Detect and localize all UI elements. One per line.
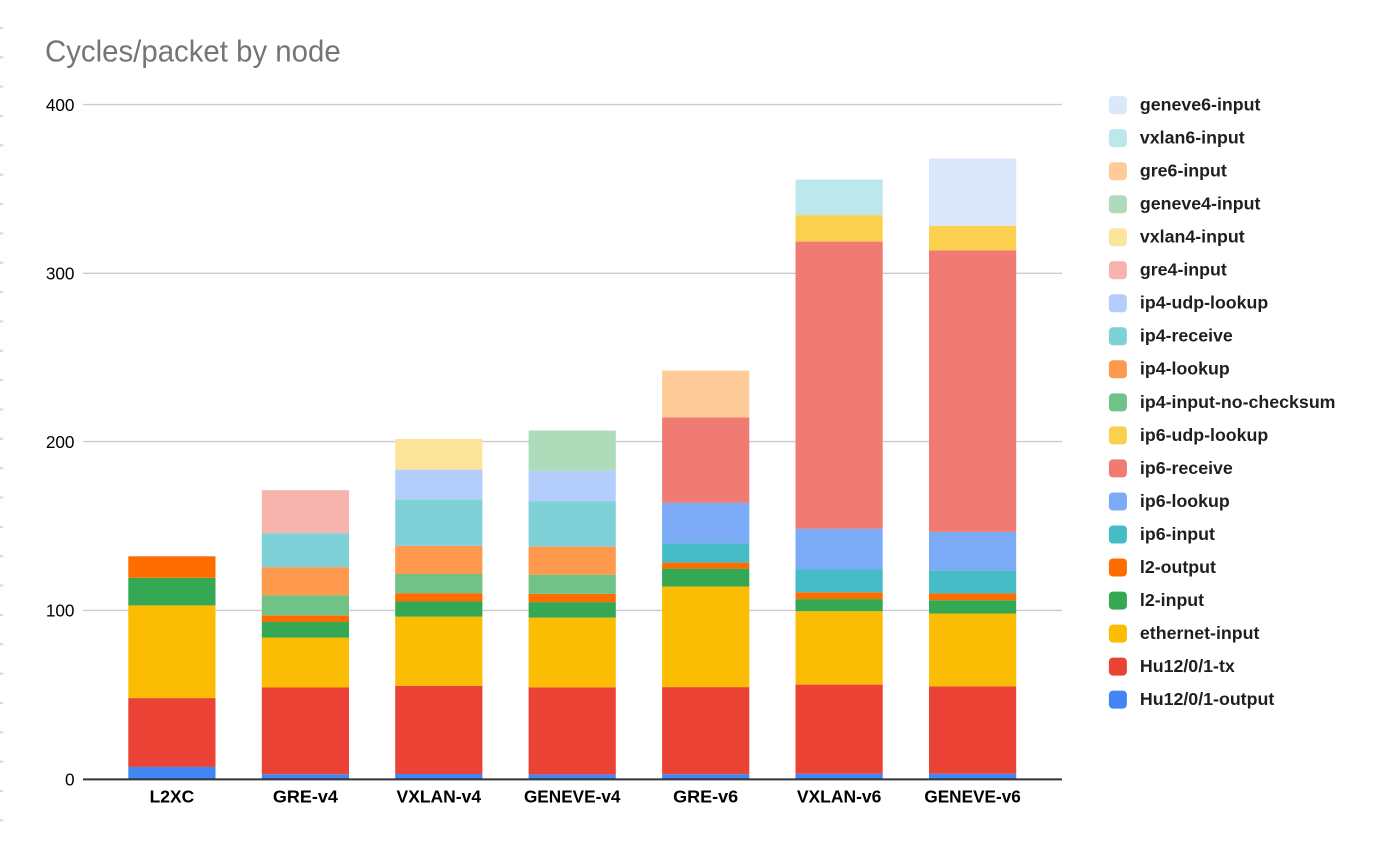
svg-text:ip6-input: ip6-input bbox=[1140, 524, 1215, 544]
svg-text:gre6-input: gre6-input bbox=[1140, 161, 1227, 181]
svg-text:ip4-udp-lookup: ip4-udp-lookup bbox=[1140, 293, 1269, 313]
svg-text:Hu12/0/1-output: Hu12/0/1-output bbox=[1140, 689, 1274, 709]
svg-text:Cycles/packet by node: Cycles/packet by node bbox=[45, 35, 341, 69]
svg-text:GENEVE-v6: GENEVE-v6 bbox=[924, 787, 1021, 807]
svg-text:300: 300 bbox=[46, 264, 75, 284]
svg-text:400: 400 bbox=[46, 95, 75, 115]
svg-text:200: 200 bbox=[46, 432, 75, 452]
svg-text:ip6-lookup: ip6-lookup bbox=[1140, 491, 1230, 511]
svg-text:gre4-input: gre4-input bbox=[1140, 260, 1227, 280]
svg-text:ip6-udp-lookup: ip6-udp-lookup bbox=[1140, 425, 1269, 445]
svg-text:ip4-receive: ip4-receive bbox=[1140, 326, 1233, 346]
svg-text:GENEVE-v4: GENEVE-v4 bbox=[524, 787, 621, 807]
svg-text:vxlan6-input: vxlan6-input bbox=[1140, 128, 1245, 148]
svg-text:geneve4-input: geneve4-input bbox=[1140, 194, 1261, 214]
svg-text:ip4-lookup: ip4-lookup bbox=[1140, 359, 1230, 379]
svg-text:Hu12/0/1-tx: Hu12/0/1-tx bbox=[1140, 656, 1235, 676]
svg-text:VXLAN-v4: VXLAN-v4 bbox=[397, 787, 482, 807]
svg-text:VXLAN-v6: VXLAN-v6 bbox=[797, 787, 882, 807]
svg-text:l2-output: l2-output bbox=[1140, 557, 1216, 577]
svg-text:GRE-v4: GRE-v4 bbox=[273, 787, 338, 807]
svg-text:ip6-receive: ip6-receive bbox=[1140, 458, 1233, 478]
svg-text:vxlan4-input: vxlan4-input bbox=[1140, 227, 1245, 247]
svg-text:ethernet-input: ethernet-input bbox=[1140, 623, 1260, 643]
svg-text:geneve6-input: geneve6-input bbox=[1140, 95, 1261, 115]
svg-text:0: 0 bbox=[65, 770, 75, 790]
svg-text:100: 100 bbox=[46, 601, 75, 621]
svg-text:GRE-v6: GRE-v6 bbox=[673, 787, 738, 807]
svg-text:l2-input: l2-input bbox=[1140, 590, 1204, 610]
svg-text:L2XC: L2XC bbox=[150, 787, 195, 807]
svg-text:ip4-input-no-checksum: ip4-input-no-checksum bbox=[1140, 392, 1336, 412]
